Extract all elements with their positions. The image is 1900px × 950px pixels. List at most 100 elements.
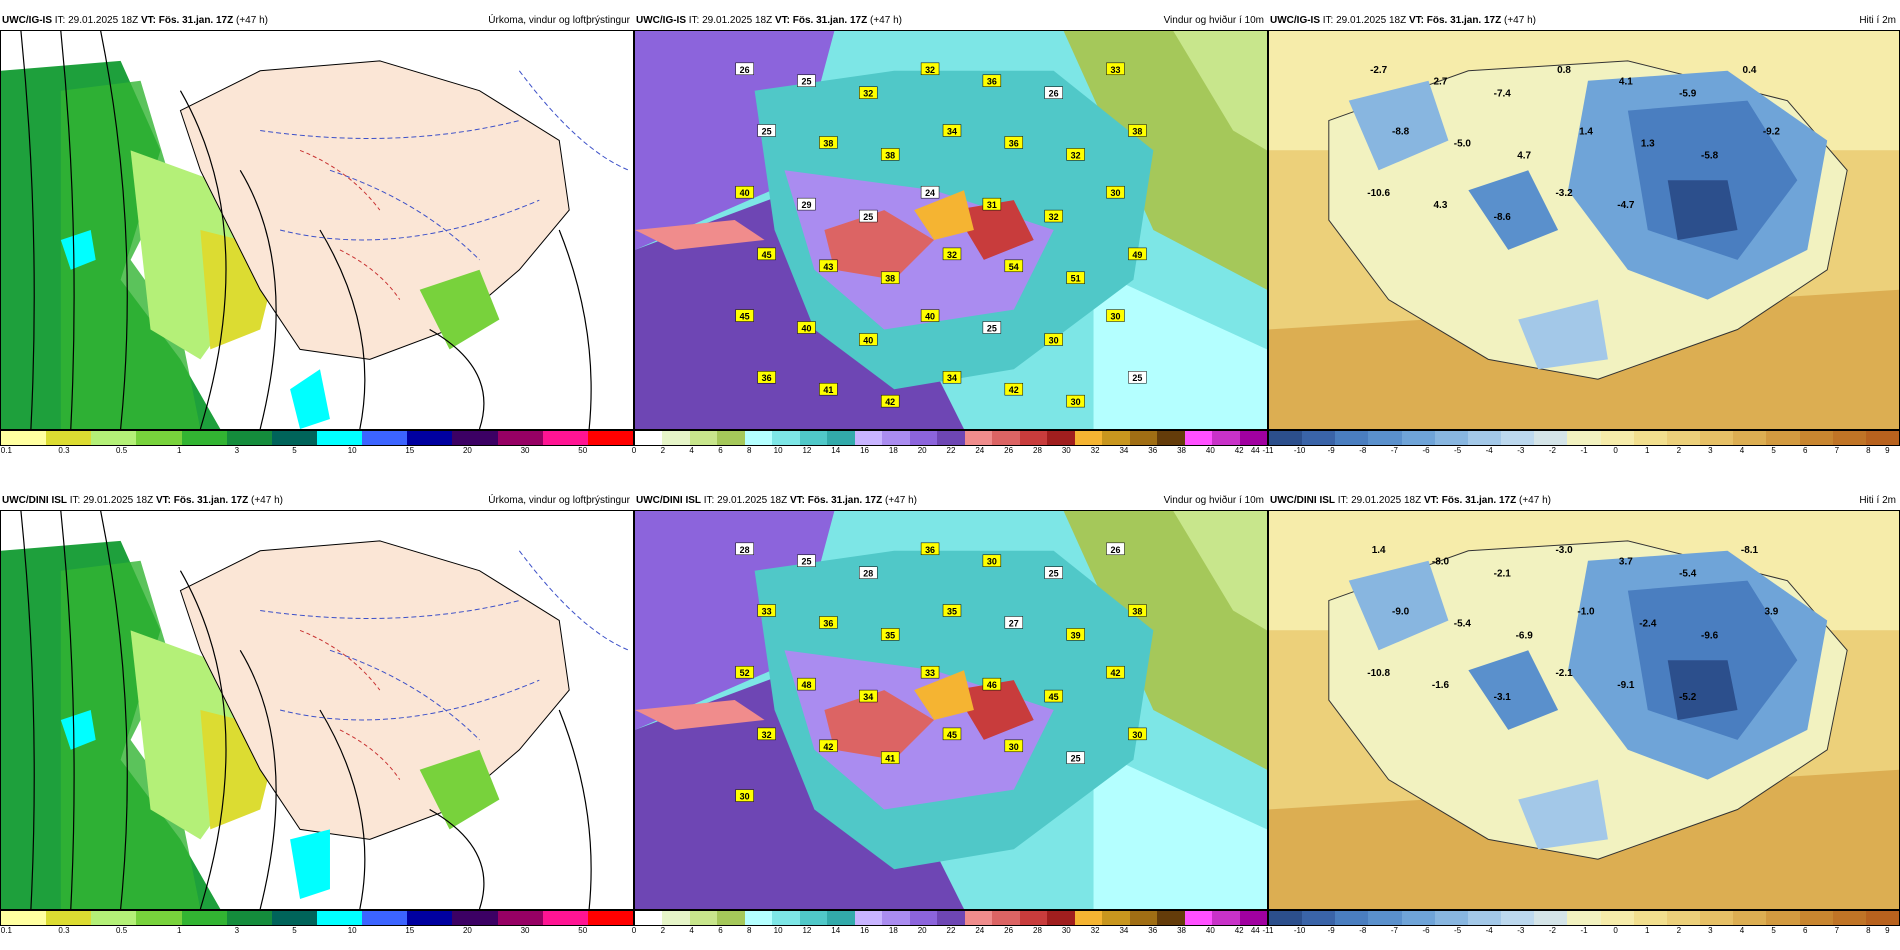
colorbar-tick-label: 2 xyxy=(660,446,666,455)
svg-text:-10.8: -10.8 xyxy=(1367,668,1390,679)
svg-text:-6.9: -6.9 xyxy=(1516,630,1534,641)
colorbar-swatch xyxy=(1102,911,1130,925)
colorbar-tick-label: -2 xyxy=(1548,446,1556,455)
init-time: IT: 29.01.2025 18Z xyxy=(1322,15,1407,26)
colorbar-swatch xyxy=(1534,431,1568,445)
colorbar-swatch xyxy=(1799,911,1833,925)
colorbar-tick-label: 7 xyxy=(1834,926,1840,935)
svg-text:27: 27 xyxy=(1009,618,1019,628)
svg-text:32: 32 xyxy=(925,65,935,75)
svg-text:25: 25 xyxy=(987,323,997,333)
colorbar-tick-label: 20 xyxy=(462,926,472,935)
precip-panel-row2: UWC/DINI ISL IT: 29.01.2025 18Z VT: Fös.… xyxy=(0,492,634,942)
lead-time: (+47 h) xyxy=(1519,495,1551,506)
svg-text:-4.7: -4.7 xyxy=(1617,200,1635,211)
svg-text:43: 43 xyxy=(823,262,833,272)
colorbar-tick-label: -8 xyxy=(1359,926,1367,935)
colorbar-tick-label: 20 xyxy=(917,926,927,935)
temperature-label: -5.2 xyxy=(1679,692,1697,703)
svg-text:42: 42 xyxy=(823,742,833,752)
svg-text:28: 28 xyxy=(740,545,750,555)
colorbar-swatch xyxy=(1501,431,1535,445)
wind-speed-label: 35 xyxy=(880,628,900,641)
svg-text:25: 25 xyxy=(1071,754,1081,764)
temperature-label: -8.8 xyxy=(1392,126,1410,137)
colorbar-swatch xyxy=(635,431,663,445)
colorbar-swatch xyxy=(662,431,690,445)
colorbar-tick-label: 14 xyxy=(831,446,841,455)
colorbar-tick-label: 44 xyxy=(1250,446,1260,455)
model-name: UWC/IG-IS xyxy=(636,15,686,26)
colorbar-swatch xyxy=(1832,911,1866,925)
colorbar-swatch xyxy=(316,431,363,445)
svg-text:1.4: 1.4 xyxy=(1372,545,1386,556)
wind-speed-label: 30 xyxy=(1128,727,1147,741)
wind-speed-label: 30 xyxy=(1044,333,1063,346)
svg-text:-3.0: -3.0 xyxy=(1555,545,1573,556)
temperature-label: -6.9 xyxy=(1516,630,1534,641)
colorbar-tick-label: 20 xyxy=(917,446,927,455)
panel-header: UWC/IG-IS IT: 29.01.2025 18Z VT: Fös. 31… xyxy=(0,12,634,30)
svg-text:25: 25 xyxy=(1132,373,1142,383)
colorbar-swatch xyxy=(1212,911,1240,925)
colorbar-tick-label: 3 xyxy=(234,926,240,935)
wind-speed-label: 42 xyxy=(1106,665,1125,679)
colorbar-tick-label: -10 xyxy=(1293,446,1306,455)
colorbar-swatch xyxy=(689,911,718,925)
svg-text:-1.0: -1.0 xyxy=(1577,606,1595,617)
colorbar-tick-label: -10 xyxy=(1293,926,1306,935)
colorbar-tick-label: 15 xyxy=(405,926,415,935)
svg-text:30: 30 xyxy=(1049,335,1059,345)
svg-text:25: 25 xyxy=(1049,569,1059,579)
colorbar-tick-label: 2 xyxy=(1676,926,1682,935)
colorbar-swatch xyxy=(635,911,663,925)
colorbar-tick-label: 1 xyxy=(177,446,182,455)
colorbar-tick-label: 22 xyxy=(946,926,956,935)
colorbar-swatch xyxy=(542,911,588,925)
model-name: UWC/DINI ISL xyxy=(2,495,67,506)
svg-text:33: 33 xyxy=(762,606,772,616)
colorbar-swatch xyxy=(1434,431,1468,445)
wind-speed-label: 34 xyxy=(942,124,962,137)
colorbar-tick-label: 22 xyxy=(946,446,956,455)
wind-speed-label: 34 xyxy=(859,689,878,703)
temperature-label: -2.1 xyxy=(1494,569,1512,580)
valid-time: VT: Fös. 31.jan. 17Z xyxy=(774,15,868,26)
colorbar-swatch xyxy=(497,911,543,925)
temp-colorbar-ticks: -11 -10 -9 -8 -7 -6 -5 -4 -3 -2 -1 0 1 2 3 4 5 6 7 8 9 xyxy=(1263,926,1900,938)
colorbar-swatch xyxy=(1401,911,1435,925)
wind-speed-label: 40 xyxy=(859,333,878,346)
colorbar-tick-label: -7 xyxy=(1390,926,1398,935)
wind-speed-label: 32 xyxy=(757,727,776,741)
colorbar-swatch xyxy=(662,911,690,925)
wind-speed-label: 31 xyxy=(982,197,1002,211)
colorbar-swatch xyxy=(587,431,633,445)
lead-time: (+47 h) xyxy=(885,495,917,506)
temperature-label: 3.9 xyxy=(1764,606,1778,617)
colorbar-swatch xyxy=(1019,431,1048,445)
colorbar-swatch xyxy=(1302,431,1336,445)
temp-colorbar xyxy=(1268,910,1900,926)
svg-text:45: 45 xyxy=(947,730,957,740)
colorbar-swatch xyxy=(992,431,1020,445)
colorbar-tick-label: 6 xyxy=(718,446,723,455)
precip-colorbar xyxy=(0,910,634,926)
svg-text:36: 36 xyxy=(987,77,997,87)
colorbar-tick-label: -6 xyxy=(1422,446,1430,455)
colorbar-swatch xyxy=(1401,431,1435,445)
colorbar-tick-label: 30 xyxy=(520,446,530,455)
colorbar-swatch xyxy=(1700,431,1734,445)
valid-time: VT: Fös. 31.jan. 17Z xyxy=(1408,15,1502,26)
colorbar-swatch xyxy=(362,911,408,925)
wind-speed-label: 26 xyxy=(1106,542,1125,556)
colorbar-swatch xyxy=(1239,911,1268,925)
colorbar-tick-label: 16 xyxy=(860,446,869,455)
colorbar-swatch xyxy=(1799,431,1833,445)
colorbar-swatch xyxy=(1633,431,1667,445)
temperature-label: -4.7 xyxy=(1617,200,1635,211)
colorbar-swatch xyxy=(1302,911,1336,925)
panel-title: Vindur og hviður í 10m xyxy=(1163,15,1264,26)
colorbar-tick-label: 0.5 xyxy=(116,926,128,935)
model-name: UWC/DINI ISL xyxy=(636,495,701,506)
colorbar-tick-label: 2 xyxy=(1676,446,1682,455)
